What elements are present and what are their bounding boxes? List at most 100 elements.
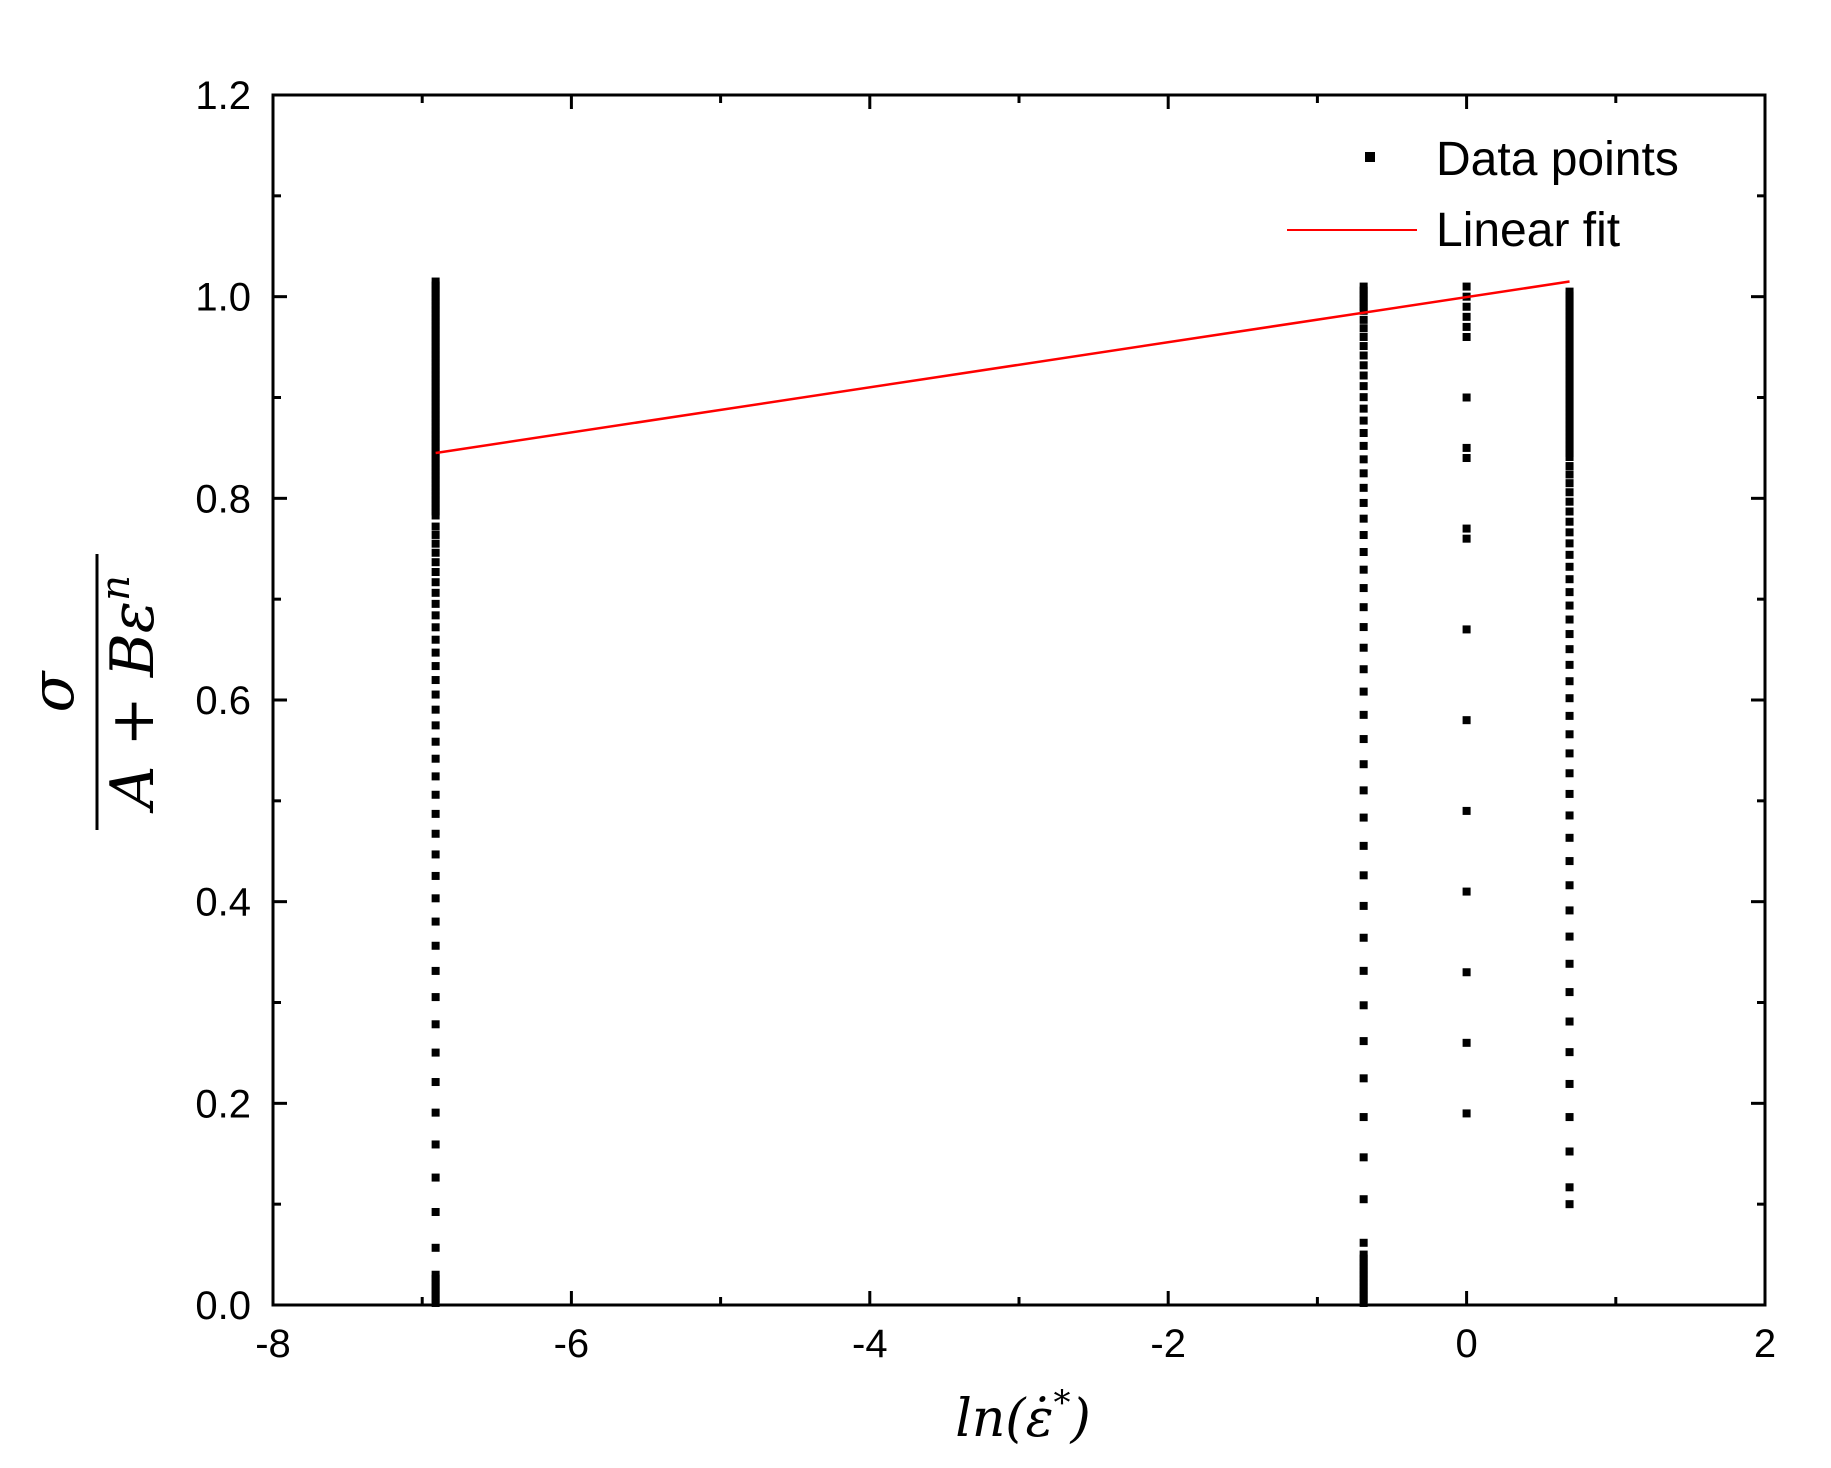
data-point	[1359, 841, 1368, 850]
data-point	[431, 503, 440, 512]
data-point	[1565, 452, 1574, 461]
y-tick-label: 0.0	[195, 1284, 251, 1328]
data-point	[1565, 428, 1574, 437]
data-point	[431, 370, 440, 379]
data-point	[1565, 1017, 1574, 1026]
data-point	[1565, 432, 1574, 441]
y-tick-label: 1.2	[195, 74, 251, 118]
data-point	[1359, 1294, 1368, 1303]
data-point	[1359, 483, 1368, 492]
data-point	[1359, 687, 1368, 696]
data-point	[431, 1298, 440, 1307]
data-point	[1359, 290, 1368, 299]
data-point	[431, 487, 440, 496]
data-point	[1565, 562, 1574, 571]
data-point	[431, 277, 440, 286]
data-point	[1359, 298, 1368, 307]
y-axis-label-numerator: σ	[18, 669, 88, 712]
data-point	[431, 455, 440, 464]
x-axis-label-base: ln(	[955, 1389, 1027, 1449]
data-point	[1359, 1262, 1368, 1271]
data-point	[1565, 630, 1574, 639]
data-point	[1565, 295, 1574, 304]
y-tick-label: 0.8	[195, 477, 251, 521]
data-point	[1359, 282, 1368, 291]
data-point	[1565, 959, 1574, 968]
data-point	[1359, 1298, 1368, 1307]
data-point	[1359, 813, 1368, 822]
data-point	[431, 1278, 440, 1287]
data-point	[1462, 716, 1471, 725]
data-point	[1565, 988, 1574, 997]
y-tick-label: 0.6	[195, 679, 251, 723]
data-point	[1462, 393, 1471, 402]
data-point	[1565, 479, 1574, 488]
data-point	[1565, 303, 1574, 312]
data-point	[1565, 384, 1574, 393]
y-tick-label: 0.4	[195, 881, 251, 925]
y-axis-label-denominator: A + Bεn	[93, 575, 168, 814]
data-point	[431, 499, 440, 508]
axes-layer	[271, 93, 1767, 1307]
data-point	[431, 568, 440, 577]
data-point	[431, 548, 440, 557]
data-point	[1359, 933, 1368, 942]
data-point	[1359, 393, 1368, 402]
data-point	[1359, 786, 1368, 795]
data-point	[1565, 380, 1574, 389]
data-point	[1359, 324, 1368, 333]
data-point	[1359, 1250, 1368, 1259]
data-point	[1462, 534, 1471, 543]
data-point	[431, 558, 440, 567]
data-point	[1565, 352, 1574, 361]
data-point	[1565, 287, 1574, 296]
data-point	[1359, 1113, 1368, 1122]
data-point	[1565, 677, 1574, 686]
data-point	[1359, 1238, 1368, 1247]
data-point	[431, 479, 440, 488]
data-point	[1565, 615, 1574, 624]
data-point	[431, 438, 440, 447]
data-point	[1359, 665, 1368, 674]
data-point	[431, 406, 440, 415]
data-point	[431, 338, 440, 347]
data-point	[431, 894, 440, 903]
data-point	[1359, 1278, 1368, 1287]
data-point	[431, 850, 440, 859]
data-point	[1462, 524, 1471, 533]
data-point	[431, 1286, 440, 1295]
data-point	[431, 450, 440, 459]
data-point	[431, 599, 440, 608]
data-point	[431, 772, 440, 781]
data-point	[431, 1173, 440, 1182]
y-tick-label: 0.2	[195, 1082, 251, 1126]
data-point	[1359, 441, 1368, 450]
data-point	[1359, 548, 1368, 557]
data-point	[1565, 730, 1574, 739]
data-point	[431, 378, 440, 387]
data-point	[431, 635, 440, 644]
data-point	[1462, 968, 1471, 977]
data-point	[431, 941, 440, 950]
data-point	[1359, 302, 1368, 311]
data-point	[1565, 1079, 1574, 1088]
data-point	[1565, 811, 1574, 820]
data-point	[1462, 454, 1471, 462]
data-point	[1565, 645, 1574, 654]
data-point	[1565, 331, 1574, 340]
data-point	[431, 422, 440, 431]
data-point	[1359, 382, 1368, 391]
data-point	[431, 1020, 440, 1029]
data-point	[431, 309, 440, 318]
plot-frame	[271, 93, 1767, 1307]
x-tick-label: -2	[1150, 1322, 1186, 1366]
data-point	[1565, 470, 1574, 479]
data-point	[431, 430, 440, 439]
data-point	[431, 325, 440, 334]
data-point	[1565, 348, 1574, 357]
data-point	[431, 346, 440, 355]
data-point	[1565, 539, 1574, 548]
data-point	[431, 1270, 440, 1279]
y-tick-label: 1.0	[195, 276, 251, 320]
data-point	[431, 374, 440, 383]
